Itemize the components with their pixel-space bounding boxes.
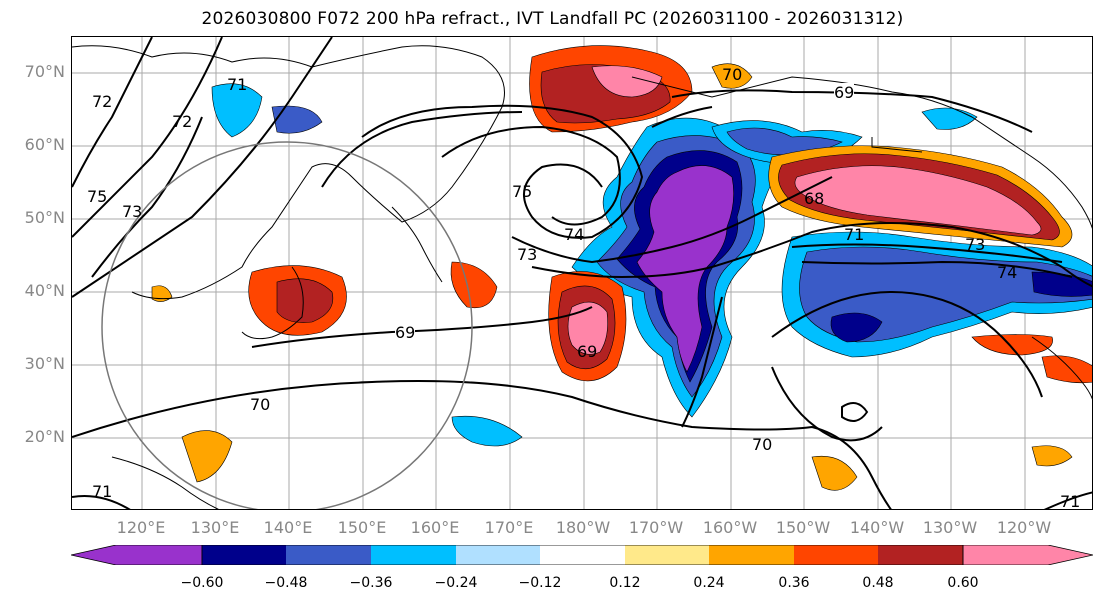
lon-label: 180°W [555,518,611,537]
lat-label: 30°N [24,354,65,373]
colorbar-segment [878,545,963,565]
colorbar-tick: 0.48 [862,575,894,591]
lon-label: 160°E [410,518,460,537]
contour-label: 73 [122,202,143,221]
colorbar [71,545,1093,565]
contour-label: 73 [965,235,986,254]
colorbar-tick: −0.60 [180,575,224,591]
lon-label: 140°E [263,518,313,537]
lon-label: 160°W [702,518,758,537]
lat-label: 50°N [24,208,65,227]
refractivity-contours [72,37,1092,509]
lon-label: 150°E [337,518,387,537]
colorbar-max-extend [962,545,1093,565]
contour-label: 71 [844,225,865,244]
colorbar-segment [286,545,371,565]
ivt-shading [151,45,1092,491]
lon-label: 150°W [775,518,831,537]
colorbar-segment [709,545,794,565]
contour-label: 69 [395,323,416,342]
contour-label: 75 [87,187,108,206]
lat-label: 70°N [24,62,65,81]
contour-label: 75 [512,182,533,201]
lon-label: 170°E [484,518,534,537]
contour-label: 69 [834,83,855,102]
colorbar-tick: 0.12 [609,575,641,591]
contour-label: 73 [517,245,538,264]
map-panel: 71 72 72 75 73 75 73 74 69 70 69 68 71 7… [71,36,1093,510]
lon-label: 120°W [996,518,1052,537]
colorbar-segment [540,545,625,565]
contour-label: 70 [752,435,773,454]
lon-label: 130°W [922,518,978,537]
contour-label: 71 [227,75,248,94]
colorbar-tick: 0.60 [947,575,979,591]
lon-label: 130°E [190,518,240,537]
contour-label: 71 [1060,492,1081,510]
colorbar-segment [456,545,540,565]
lon-label: 140°W [849,518,905,537]
lat-label: 40°N [24,281,65,300]
colorbar-min-extend [71,545,203,565]
map-title: 2026030800 F072 200 hPa refract., IVT La… [201,9,904,29]
lon-label: 120°E [116,518,166,537]
lat-label: 20°N [24,427,65,446]
colorbar-segment [794,545,878,565]
colorbar-tick: −0.24 [434,575,478,591]
colorbar-tick: 0.24 [693,575,725,591]
contour-label: 72 [92,92,113,111]
contour-label: 69 [577,342,598,361]
distance-ring [101,141,473,509]
contour-label: 74 [564,225,585,244]
contour-label: 70 [722,65,743,84]
colorbar-tick: 0.36 [778,575,810,591]
colorbar-tick: −0.48 [264,575,308,591]
contour-label: 68 [804,189,825,208]
colorbar-segment [202,545,286,565]
colorbar-tick: −0.12 [518,575,562,591]
contour-label: 72 [172,112,193,131]
colorbar-segment [371,545,456,565]
lat-label: 60°N [24,135,65,154]
contour-label: 70 [250,395,271,414]
lon-label: 170°W [628,518,684,537]
colorbar-segment [625,545,709,565]
contour-label: 74 [997,263,1018,282]
contour-label: 71 [92,482,113,501]
colorbar-tick: −0.36 [349,575,393,591]
map-canvas [72,37,1092,509]
